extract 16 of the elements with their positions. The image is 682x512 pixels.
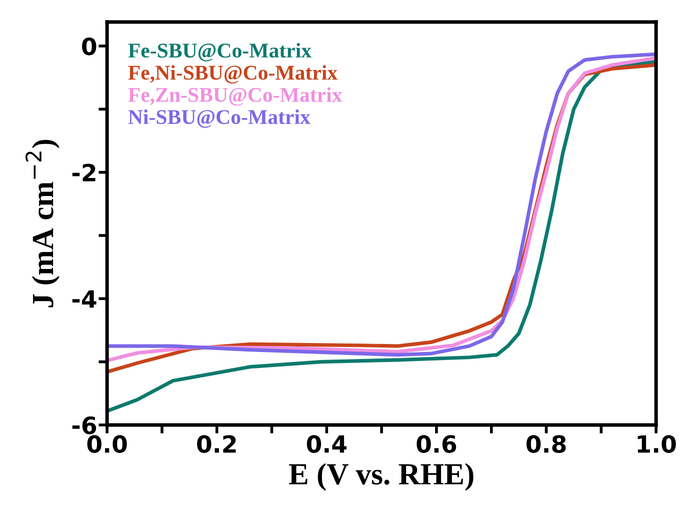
text: Fe,Ni-SBU@Co-Matrix (128, 65, 338, 84)
x-tick-label: 0.2 (197, 435, 236, 453)
x-tick-label: 0.8 (526, 435, 566, 453)
text: Ni-SBU@Co-Matrix (128, 109, 310, 128)
y-tick-label: -6 (72, 416, 96, 434)
x-axis-title: E (V vs. RHE) (289, 463, 474, 491)
y-tick-label: -2 (72, 164, 96, 182)
x-tick-label: 0.0 (87, 435, 127, 453)
x-tick-label: 0.4 (306, 435, 347, 453)
text: Fe-SBU@Co-Matrix (128, 42, 312, 62)
y-tick-label: -4 (72, 290, 96, 308)
x-tick-label: 0.6 (416, 435, 456, 453)
x-tick-label: 1.0 (638, 435, 676, 453)
y-tick-label: 0 (82, 37, 96, 56)
y-axis-title: J (mA cm$^{−2}$) (25, 140, 60, 308)
text: Fe,Zn-SBU@Co-Matrix (128, 87, 342, 106)
